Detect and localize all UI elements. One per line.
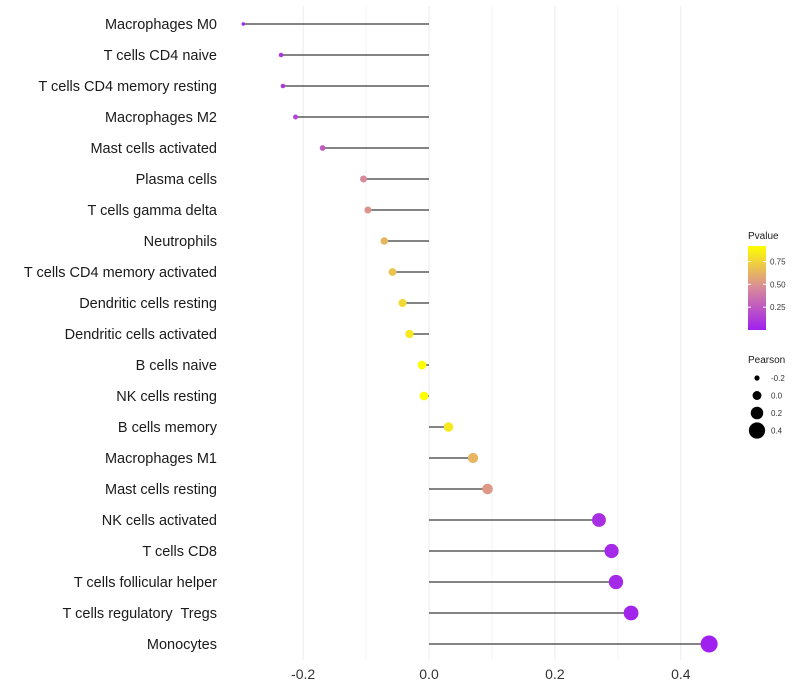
lollipop-point [608,574,624,590]
stem-layer [243,23,710,645]
grid-layer [302,6,682,660]
size-legend-label: -0.2 [771,374,785,383]
category-label: Dendritic cells activated [65,327,217,343]
lollipop-point [604,543,619,559]
colorbar-tick-label: 0.75 [770,258,786,267]
size-legend-label: 0.2 [771,409,783,418]
category-label: Macrophages M0 [105,17,217,33]
lollipop-point [419,391,429,401]
size-legend-key [754,375,760,381]
lollipop-point [241,22,246,26]
pearson-legend-title: Pearson [748,355,785,366]
x-tick-label: 0.0 [419,666,439,682]
lollipop-point [319,145,326,151]
category-label: Macrophages M1 [105,451,217,467]
lollipop-point [398,298,407,308]
category-label: NK cells resting [116,389,217,405]
point-layer [241,22,718,653]
lollipop-point [388,268,397,276]
x-axis-tick-labels: -0.2 0.0 0.2 0.4 [291,666,691,682]
size-legend-key [750,406,764,420]
size-legend-key [748,422,766,439]
category-label: B cells naive [136,358,217,374]
category-label: T cells CD4 memory activated [24,265,217,281]
lollipop-point [364,206,372,214]
category-label: B cells memory [118,420,218,436]
lollipop-point [278,52,284,58]
category-label: Mast cells resting [105,482,217,498]
category-label: Neutrophils [144,234,217,250]
lollipop-point [482,483,493,495]
lollipop-point [360,175,368,183]
category-label: T cells gamma delta [88,203,218,219]
lollipop-point [293,114,299,120]
lollipop-point [405,329,414,339]
lollipop-point [467,452,479,464]
x-tick-label: 0.2 [545,666,565,682]
pvalue-colorbar [748,246,766,330]
category-label: T cells CD4 memory resting [38,79,217,95]
lollipop-point [623,605,639,621]
pvalue-legend-title: Pvalue [748,231,779,242]
category-label: T cells CD4 naive [104,48,217,64]
size-legend-label: 0.0 [771,392,783,401]
category-label: T cells CD8 [142,544,217,560]
colorbar-tick-label: 0.50 [770,280,786,289]
lollipop-point [380,237,389,245]
size-legend-key [752,391,762,400]
category-label: T cells regulatory Tregs [63,606,217,622]
lollipop-point [280,83,286,89]
category-label: Monocytes [147,637,217,653]
pvalue-legend: Pvalue 0.25 0.50 0.75 [748,231,786,330]
lollipop-point [417,360,427,370]
x-tick-label: -0.2 [291,666,315,682]
category-label: Macrophages M2 [105,110,217,126]
category-label: T cells follicular helper [74,575,217,591]
category-label: NK cells activated [102,513,217,529]
size-legend-label: 0.4 [771,427,783,436]
lollipop-point [592,513,606,527]
category-label: Dendritic cells resting [79,296,217,312]
lollipop-point [700,635,718,653]
category-labels: Macrophages M0 T cells CD4 naive T cells C… [24,17,218,653]
category-label: Mast cells activated [90,141,217,157]
category-label: Plasma cells [136,172,217,188]
colorbar-tick-label: 0.25 [770,303,786,312]
x-tick-label: 0.4 [671,666,691,682]
lollipop-point [443,422,454,432]
pearson-legend: Pearson -0.2 0.0 0.2 0.4 [748,355,785,439]
